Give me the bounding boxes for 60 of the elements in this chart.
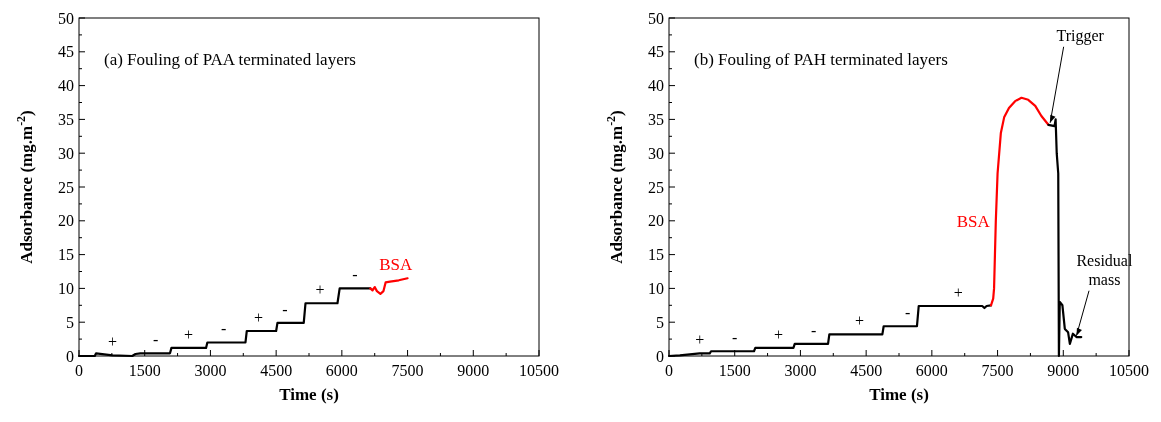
annotation: Trigger xyxy=(1056,26,1105,45)
x-tick-label: 3000 xyxy=(784,362,817,379)
x-tick-label: 4500 xyxy=(850,362,883,379)
y-tick-label: 40 xyxy=(648,77,664,95)
x-axis-title: Time (s) xyxy=(869,385,929,404)
annotation: - xyxy=(352,266,358,284)
annotation: - xyxy=(153,331,159,349)
x-tick-label: 6000 xyxy=(325,362,358,379)
annotation: + xyxy=(953,283,963,301)
annotation: BSA xyxy=(956,211,991,231)
x-tick-label: 7500 xyxy=(981,362,1014,379)
text: (a) Fouling of PAA terminated layers xyxy=(104,50,356,69)
x-tick-label: 9000 xyxy=(1047,362,1080,379)
y-tick-label: 45 xyxy=(58,43,74,61)
annotation: - xyxy=(732,329,738,347)
annotation: + xyxy=(254,308,264,326)
x-axis-title: Time (s) xyxy=(279,385,339,404)
x-tick-label: 1500 xyxy=(718,362,751,379)
annotation: - xyxy=(220,320,227,338)
x-tick-label: 7500 xyxy=(391,362,424,379)
y-tick-label: 25 xyxy=(58,178,74,196)
y-tick-label: 10 xyxy=(58,279,74,297)
y-tick-label: 15 xyxy=(58,246,74,264)
annotation: Residual mass xyxy=(1076,251,1133,288)
x-tick-label: 3000 xyxy=(194,362,227,379)
y-tick-label: 35 xyxy=(648,110,664,128)
x-tick-label: 1500 xyxy=(128,362,161,379)
text: (b) Fouling of PAH terminated layers xyxy=(694,50,948,69)
y-tick-label: 0 xyxy=(66,347,74,365)
y-tick-label: 25 xyxy=(648,178,664,196)
x-tick-label: 4500 xyxy=(260,362,293,379)
annotation: + xyxy=(184,325,194,343)
y-tick-label: 5 xyxy=(66,313,74,331)
y-tick-label: 5 xyxy=(656,313,664,331)
y-tick-label: 40 xyxy=(58,77,74,95)
y-tick-label: 10 xyxy=(648,279,664,297)
annotation: - xyxy=(282,300,288,318)
annotation: + xyxy=(108,333,118,351)
y-tick-label: 30 xyxy=(58,144,74,162)
y-tick-label: 30 xyxy=(648,144,664,162)
y-tick-label: 20 xyxy=(648,212,664,230)
annotation: + xyxy=(315,281,325,299)
annotation: BSA xyxy=(379,255,413,275)
annotation: + xyxy=(774,325,784,343)
annotation: + xyxy=(855,312,865,330)
y-tick-label: 50 xyxy=(648,9,664,27)
annotation: - xyxy=(905,304,911,322)
y-tick-label: 15 xyxy=(648,246,664,264)
x-tick-label: 9000 xyxy=(457,362,490,379)
x-tick-label: 10500 xyxy=(1109,362,1149,379)
x-tick-label: 6000 xyxy=(915,362,948,379)
y-tick-label: 35 xyxy=(58,110,74,128)
y-tick-label: 20 xyxy=(58,212,74,230)
x-tick-label: 10500 xyxy=(519,362,559,379)
line-series xyxy=(369,277,409,295)
y-tick-label: 0 xyxy=(656,347,664,365)
y-tick-label: 50 xyxy=(58,9,74,27)
annotation: - xyxy=(810,321,817,339)
y-tick-label: 45 xyxy=(648,43,664,61)
annotation: + xyxy=(695,331,705,349)
